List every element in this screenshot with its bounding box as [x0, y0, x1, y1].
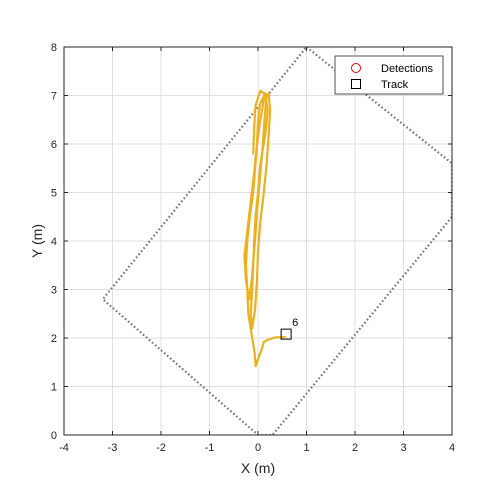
y-tick-label: 6 — [51, 139, 57, 151]
x-tick-label: -1 — [205, 442, 215, 454]
legend-box — [334, 55, 444, 95]
x-tick-label: -2 — [156, 442, 166, 454]
y-tick-label: 0 — [51, 430, 57, 442]
legend-label: Track — [381, 79, 409, 91]
x-axis-ticks: -4 -3 -2 -1 0 1 2 3 4 — [59, 47, 455, 454]
y-tick-label: 1 — [51, 382, 57, 394]
legend-square-icon — [351, 79, 361, 89]
track-history-line — [243, 89, 286, 368]
y-axis-label: Y (m) — [29, 224, 45, 258]
x-tick-label: -3 — [108, 442, 118, 454]
legend: Detections Track — [334, 55, 444, 95]
x-tick-label: 0 — [255, 442, 261, 454]
x-tick-label: 3 — [400, 442, 406, 454]
track-markers: 6 — [280, 317, 298, 340]
track-history-series — [243, 89, 286, 368]
y-tick-label: 5 — [51, 188, 57, 200]
track-marker — [280, 328, 292, 340]
x-tick-label: 4 — [449, 442, 455, 454]
legend-label: Detections — [381, 63, 433, 75]
x-axis-label: X (m) — [241, 460, 275, 476]
y-axis-ticks: 0 1 2 3 4 5 6 7 8 — [51, 42, 452, 442]
y-tick-label: 3 — [51, 285, 57, 297]
y-tick-label: 4 — [51, 236, 57, 248]
track-id-label: 6 — [292, 317, 298, 329]
y-tick-label: 7 — [51, 91, 57, 103]
x-tick-label: 1 — [303, 442, 309, 454]
x-tick-label: 2 — [352, 442, 358, 454]
x-tick-label: -4 — [59, 442, 69, 454]
y-tick-label: 8 — [51, 42, 57, 54]
legend-circle-icon — [351, 63, 361, 73]
y-tick-label: 2 — [51, 333, 57, 345]
